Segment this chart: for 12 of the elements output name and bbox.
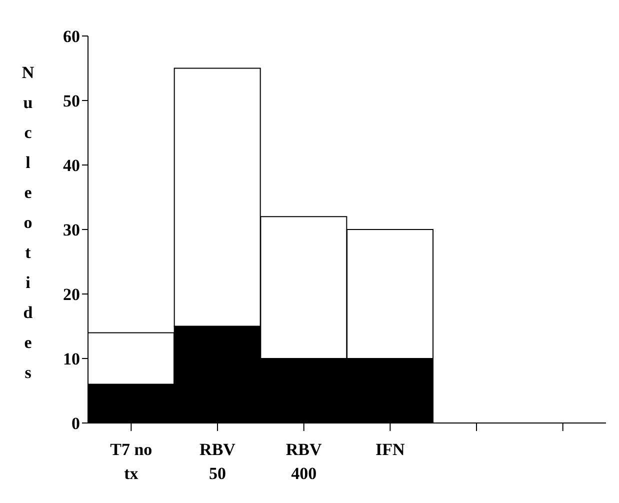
y-tick-label: 10 bbox=[63, 350, 80, 369]
x-tick-label: T7 no tx bbox=[110, 440, 152, 483]
text: Nucleotides bbox=[22, 63, 34, 382]
x-tick-label: RBV 50 bbox=[200, 440, 236, 483]
x-tick-label: IFN bbox=[376, 440, 406, 459]
y-tick-label: 50 bbox=[63, 92, 80, 111]
y-tick-label: 30 bbox=[63, 220, 80, 240]
y-tick-label: 0 bbox=[72, 414, 80, 434]
y-tick-label: 40 bbox=[63, 156, 80, 176]
y-tick-label: 60 bbox=[63, 27, 80, 46]
y-tick-label: 20 bbox=[63, 285, 80, 304]
x-tick-label: RBV 400 bbox=[286, 440, 322, 483]
